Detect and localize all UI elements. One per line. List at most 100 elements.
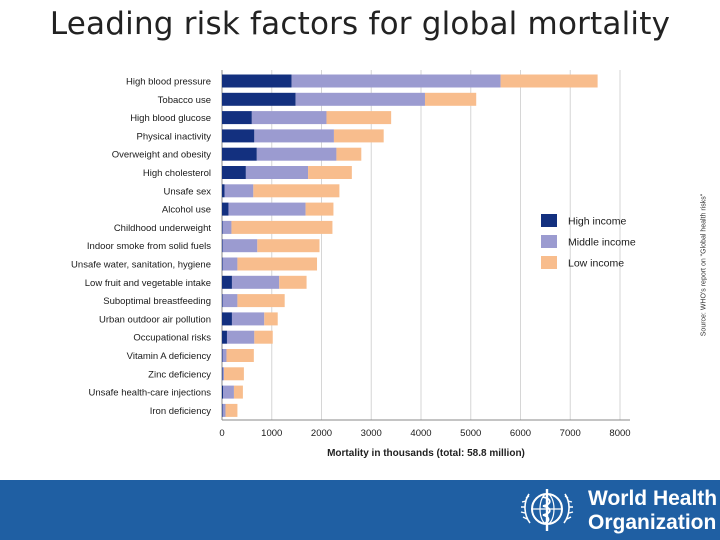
bar-low xyxy=(308,166,352,179)
bar-low xyxy=(254,330,273,344)
category-label: High blood glucose xyxy=(130,113,211,124)
bar-middle xyxy=(222,367,224,381)
bar-high xyxy=(222,220,223,234)
bar-middle xyxy=(254,129,334,143)
bar-low xyxy=(226,349,254,362)
bar-middle xyxy=(231,275,280,289)
bar-low xyxy=(225,403,238,417)
bar-high xyxy=(222,349,223,362)
bar-low xyxy=(500,74,598,88)
bar-high xyxy=(222,147,257,161)
page-title: Leading risk factors for global mortalit… xyxy=(49,6,671,42)
bar-middle xyxy=(245,166,309,179)
bar-low xyxy=(336,147,362,161)
bar-high xyxy=(222,367,223,381)
bar-low xyxy=(253,184,340,198)
who-wordmark-line2: Organization xyxy=(588,511,717,534)
category-label: Suboptimal breastfeeding xyxy=(103,296,211,307)
bar-low xyxy=(233,385,243,399)
bar-middle xyxy=(291,74,501,88)
legend-swatch-low xyxy=(541,256,557,269)
x-tick-label: 6000 xyxy=(510,428,531,439)
bar-high xyxy=(222,166,246,179)
category-label: Childhood underweight xyxy=(114,223,212,234)
category-label: Iron deficiency xyxy=(150,406,212,417)
legend-label: Middle income xyxy=(568,237,636,249)
bar-low xyxy=(257,239,320,253)
bar-middle xyxy=(222,349,227,362)
chart-bars xyxy=(222,74,598,417)
x-tick-label: 1000 xyxy=(261,428,282,439)
bar-high xyxy=(222,111,252,125)
category-label: Physical inactivity xyxy=(137,131,212,142)
bar-high xyxy=(222,403,223,417)
bar-high xyxy=(222,330,227,344)
category-label: Unsafe water, sanitation, hygiene xyxy=(71,260,211,271)
bar-low xyxy=(305,202,334,216)
bar-low xyxy=(279,275,307,289)
bar-high xyxy=(222,92,296,106)
bar-high xyxy=(222,294,223,308)
legend-label: High income xyxy=(568,216,627,228)
bar-low xyxy=(231,220,333,234)
bar-low xyxy=(326,111,392,125)
bar-high xyxy=(222,74,292,88)
bar-middle xyxy=(222,403,226,417)
category-label: Zinc deficiency xyxy=(148,369,211,380)
x-tick-label: 7000 xyxy=(560,428,581,439)
category-label: Vitamin A deficiency xyxy=(127,351,212,362)
bar-low xyxy=(333,129,384,143)
bar-middle xyxy=(222,385,234,399)
footer-bar xyxy=(0,480,720,540)
bar-middle xyxy=(222,239,258,253)
legend-label: Low income xyxy=(568,258,624,270)
bar-high xyxy=(222,275,232,289)
category-label: Low fruit and vegetable intake xyxy=(85,278,211,289)
category-label: Overweight and obesity xyxy=(112,150,212,161)
category-label: Unsafe health-care injections xyxy=(88,388,211,399)
x-tick-label: 3000 xyxy=(361,428,382,439)
bar-low xyxy=(223,367,244,381)
legend-swatch-high xyxy=(541,214,557,227)
bar-middle xyxy=(222,294,238,308)
who-wordmark-line1: World Health xyxy=(588,487,718,510)
bar-middle xyxy=(231,312,265,326)
source-note: Source: WHO's report on "Global health r… xyxy=(700,193,708,337)
bar-middle xyxy=(251,111,327,125)
bar-high xyxy=(222,312,232,326)
category-label: Unsafe sex xyxy=(163,186,211,197)
bar-middle xyxy=(295,92,425,106)
bar-high xyxy=(222,202,229,216)
x-tick-label: 5000 xyxy=(460,428,481,439)
category-label: Occupational risks xyxy=(133,333,211,344)
x-axis-label: Mortality in thousands (total: 58.8 mill… xyxy=(327,448,525,459)
bar-low xyxy=(424,92,477,106)
bar-middle xyxy=(228,202,306,216)
category-label: Tobacco use xyxy=(158,95,211,106)
category-label: Alcohol use xyxy=(162,205,211,216)
legend-swatch-middle xyxy=(541,235,557,248)
bar-middle xyxy=(222,257,238,271)
bar-high xyxy=(222,385,223,399)
x-tick-label: 2000 xyxy=(311,428,332,439)
bar-middle xyxy=(224,184,254,198)
x-tick-label: 8000 xyxy=(609,428,630,439)
category-label: High blood pressure xyxy=(126,77,211,88)
bar-high xyxy=(222,239,223,253)
bar-middle xyxy=(226,330,255,344)
x-axis-ticks: 0 1000 2000 3000 4000 5000 6000 7000 8000 xyxy=(219,428,630,439)
bar-high xyxy=(222,184,225,198)
who-emblem-icon xyxy=(520,489,574,531)
chart-legend: High income Middle income Low income xyxy=(541,214,636,270)
bar-middle xyxy=(222,220,232,234)
bar-low xyxy=(237,257,318,271)
who-wordmark: World Health Organization xyxy=(588,487,717,535)
category-label: Indoor smoke from solid fuels xyxy=(87,241,211,252)
category-label: Urban outdoor air pollution xyxy=(99,314,211,325)
bar-low xyxy=(237,294,285,308)
y-axis-labels: High blood pressure Tobacco use High blood… xyxy=(71,77,211,417)
bar-high xyxy=(222,129,255,143)
bar-low xyxy=(264,312,278,326)
x-tick-label: 4000 xyxy=(410,428,431,439)
bar-high xyxy=(222,257,223,271)
